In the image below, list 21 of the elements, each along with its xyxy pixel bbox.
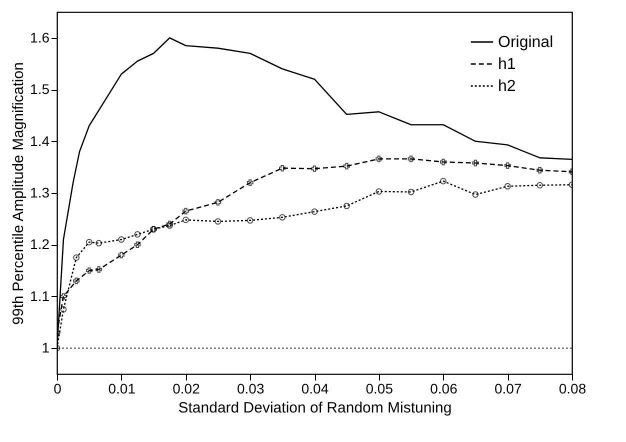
x-tick-label: 0.01 <box>108 380 136 396</box>
legend-label: Original <box>498 34 554 51</box>
x-tick-label: 0.08 <box>558 380 586 396</box>
x-tick-label: 0 <box>54 380 62 396</box>
y-axis-title: 99th Percentile Amplitude Magnification <box>10 62 28 325</box>
x-tick-label: 0.02 <box>172 380 200 396</box>
y-tick-label: 1.2 <box>30 236 50 252</box>
x-tick-label: 0.04 <box>301 380 329 396</box>
x-tick-label: 0.07 <box>494 380 522 396</box>
y-tick-label: 1.3 <box>30 184 50 200</box>
y-tick-label: 1.4 <box>30 132 50 149</box>
y-tick-label: 1.5 <box>30 81 50 98</box>
legend-label: h2 <box>498 78 516 95</box>
y-tick-label: 1 <box>42 340 50 356</box>
y-tick-label: 1.6 <box>30 29 50 46</box>
x-tick-label: 0.05 <box>366 380 394 396</box>
x-tick-label: 0.03 <box>237 380 264 396</box>
legend-label: h1 <box>498 56 516 73</box>
y-tick-label: 1.1 <box>30 288 50 304</box>
x-tick-label: 0.06 <box>430 380 458 396</box>
x-axis-title: Standard Deviation of Random Mistuning <box>178 400 452 416</box>
